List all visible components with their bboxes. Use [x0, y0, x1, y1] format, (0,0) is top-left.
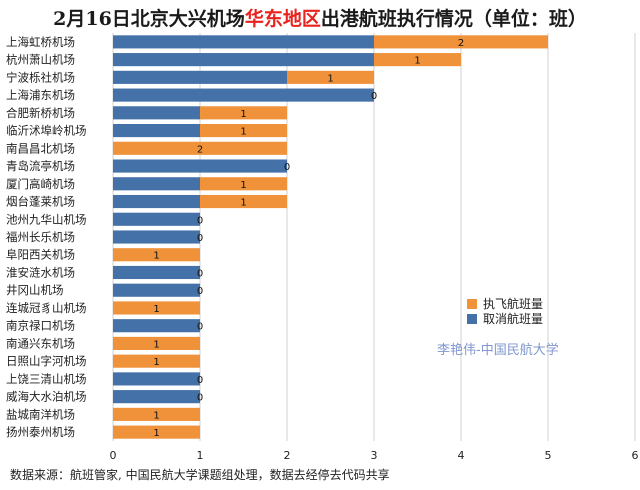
category-label: 上海虹桥机场 [6, 35, 75, 49]
x-tick-label: 5 [545, 449, 552, 462]
title-highlight: 华东地区 [244, 8, 321, 30]
category-label: 淮安涟水机场 [6, 265, 75, 279]
bar-cancelled [113, 319, 200, 333]
category-label: 日照山字河机场 [6, 354, 87, 368]
data-label: 1 [153, 251, 159, 262]
legend-label-cancelled: 取消航班量 [483, 311, 543, 326]
data-label: 2 [458, 38, 464, 49]
title-suffix: 出港航班执行情况（单位：班） [320, 8, 587, 30]
x-tick-label: 0 [110, 449, 117, 462]
data-label: 1 [327, 73, 333, 84]
category-label: 烟台蓬莱机场 [6, 195, 75, 209]
bar-executed [374, 53, 461, 67]
bar-cancelled [113, 212, 200, 226]
category-label: 扬州泰州机场 [6, 425, 75, 439]
data-label: 0 [197, 286, 203, 297]
legend-swatch-executed [467, 299, 477, 309]
data-label: 1 [414, 56, 420, 67]
bar-executed [200, 106, 287, 120]
category-label: 上海浦东机场 [6, 88, 75, 102]
category-label: 井冈山机场 [6, 283, 64, 297]
category-label: 临沂沭埠岭机场 [6, 124, 87, 138]
title-prefix: 2月16日北京大兴机场 [53, 8, 245, 30]
category-label: 盐城南洋机场 [6, 407, 75, 421]
data-label: 0 [284, 162, 290, 173]
category-label: 福州长乐机场 [6, 230, 75, 244]
bars: 2 1 1 0 1 1 2 0 1 1 0 0 1 0 0 1 0 1 1 0 0 1 1 [113, 35, 548, 439]
data-source: 数据来源：航班管家, 中国民航大学课题组处理，数据去经停去代码共享 [10, 468, 390, 482]
category-label: 威海大水泊机场 [6, 390, 87, 404]
category-label: 南昌昌北机场 [6, 141, 75, 155]
bar-executed [374, 35, 548, 49]
bar-executed [287, 70, 374, 84]
category-label: 上饶三清山机场 [6, 372, 87, 386]
x-axis-ticks: 0 1 2 3 4 5 6 [110, 449, 639, 462]
bar-cancelled [113, 88, 374, 102]
bar-cancelled [113, 194, 200, 209]
data-label: 0 [197, 215, 203, 226]
data-label: 1 [240, 127, 246, 138]
category-label: 厦门高崎机场 [6, 177, 75, 191]
data-label: 1 [153, 357, 159, 368]
x-tick-label: 2 [284, 449, 291, 462]
data-label: 1 [153, 304, 159, 315]
data-label: 1 [240, 198, 246, 209]
bar-cancelled [113, 53, 374, 67]
category-label: 南京禄口机场 [6, 319, 75, 333]
bar-cancelled [113, 159, 287, 173]
x-tick-label: 3 [371, 449, 378, 462]
bar-cancelled [113, 390, 200, 404]
category-label: 宁波栎社机场 [6, 70, 75, 84]
data-label: 1 [153, 410, 159, 421]
bar-cancelled [113, 124, 200, 138]
bar-executed [113, 141, 287, 155]
data-label: 0 [197, 233, 203, 244]
watermark: 李艳伟-中国民航大学 [437, 342, 559, 358]
bar-executed [113, 301, 200, 315]
data-label: 0 [197, 375, 203, 386]
x-tick-label: 4 [458, 449, 465, 462]
category-label: 南通兴东机场 [6, 336, 75, 350]
bar-executed [113, 407, 200, 421]
data-label: 1 [153, 339, 159, 350]
bar-executed [200, 194, 287, 209]
bar-executed [113, 336, 200, 350]
data-label: 1 [240, 180, 246, 191]
bar-executed [113, 425, 200, 439]
category-label: 阜阳西关机场 [6, 248, 75, 262]
chart-title: 2月16日北京大兴机场华东地区出港航班执行情况（单位：班） [0, 4, 640, 31]
data-label: 1 [240, 109, 246, 120]
bar-cancelled [113, 372, 200, 386]
bar-executed [200, 177, 287, 191]
bar-executed [113, 248, 200, 262]
bar-cancelled [113, 283, 200, 297]
category-label: 杭州萧山机场 [6, 53, 75, 67]
bar-cancelled [113, 265, 200, 280]
bar-executed [200, 124, 287, 138]
bar-executed [113, 354, 200, 368]
legend: 执飞航班量 取消航班量 [467, 296, 543, 326]
legend-label-executed: 执飞航班量 [483, 296, 543, 311]
data-label: 0 [371, 91, 377, 102]
data-label: 2 [197, 144, 203, 155]
data-label: 0 [197, 393, 203, 404]
bar-cancelled [113, 70, 287, 84]
bar-cancelled [113, 230, 200, 244]
category-label: 池州九华山机场 [6, 212, 87, 226]
legend-swatch-cancelled [467, 314, 477, 324]
category-labels: 上海虹桥机场杭州萧山机场宁波栎社机场上海浦东机场合肥新桥机场临沂沭埠岭机场南昌昌… [6, 35, 87, 439]
category-label: 青岛流亭机场 [6, 159, 75, 173]
data-label: 1 [153, 428, 159, 439]
category-label: 合肥新桥机场 [6, 106, 75, 120]
data-label: 0 [197, 322, 203, 333]
bar-cancelled [113, 177, 200, 191]
x-tick-label: 1 [197, 449, 204, 462]
bar-cancelled [113, 106, 200, 120]
data-label: 0 [197, 268, 203, 279]
x-tick-label: 6 [632, 449, 639, 462]
category-label: 连城冠豸山机场 [6, 301, 87, 315]
bar-cancelled [113, 35, 374, 49]
